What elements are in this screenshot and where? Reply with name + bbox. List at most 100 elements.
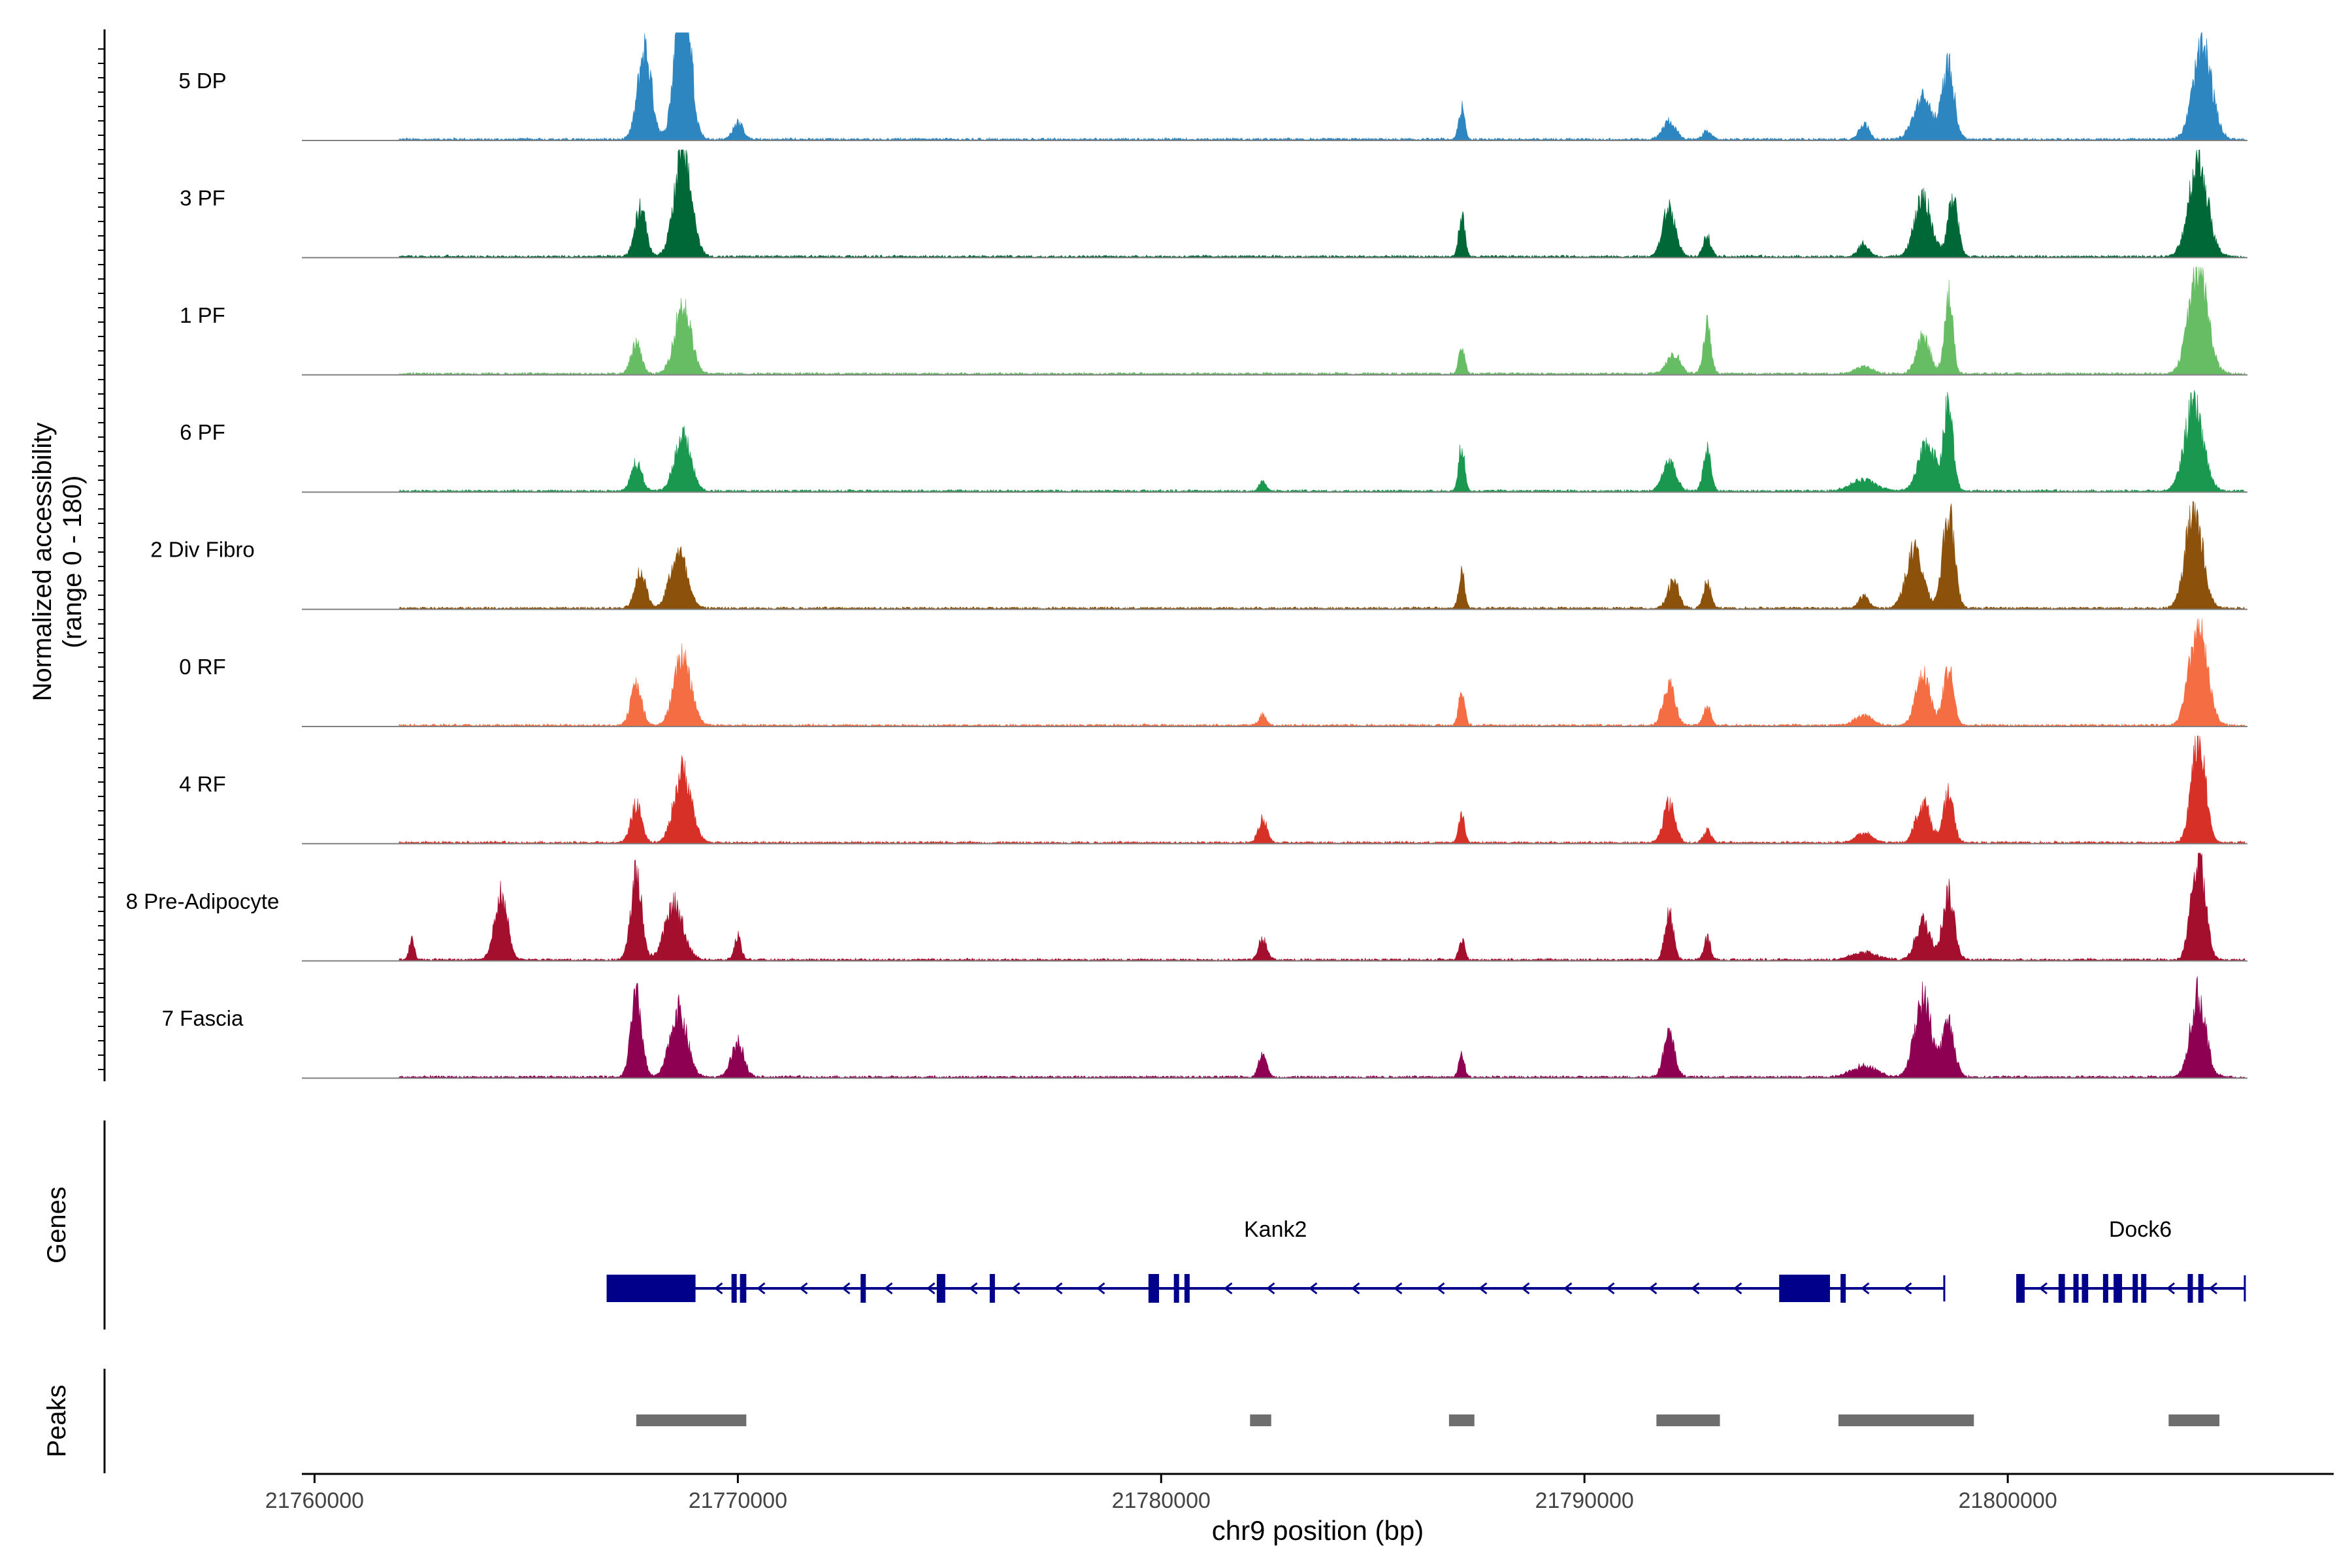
x-axis-ticks: 21760000 21770000 21780000 21790000 21800000 — [265, 1474, 2057, 1513]
peak-region-bar — [1250, 1414, 1271, 1426]
strand-chevron — [714, 1282, 723, 1295]
gene-exon — [1148, 1274, 1160, 1303]
x-tick-label: 21760000 — [265, 1488, 364, 1513]
strand-chevron — [1648, 1282, 1658, 1295]
coverage-y-axis — [98, 29, 106, 1081]
gene-exon — [1840, 1274, 1846, 1303]
x-tick-label: 21790000 — [1535, 1488, 1634, 1513]
strand-chevron — [969, 1282, 978, 1295]
x-tick-label: 21770000 — [689, 1488, 787, 1513]
track-label: 3 PF — [180, 186, 225, 210]
gene-exon — [2073, 1274, 2079, 1303]
strand-chevron — [1309, 1282, 1318, 1295]
coverage-area-4-rf — [399, 736, 2246, 845]
strand-chevron — [2208, 1282, 2217, 1295]
track-label: 0 RF — [179, 655, 226, 679]
coverage-area-7-fascia — [399, 976, 2246, 1079]
strand-chevron — [1733, 1282, 1742, 1295]
track-label: 1 PF — [180, 303, 225, 327]
gene-exon — [606, 1275, 696, 1302]
peak-region-bar — [1656, 1414, 1720, 1426]
track-1-pf: 1 PF — [180, 267, 2247, 376]
track-8-pre-adipocyte: 8 Pre-Adipocyte — [126, 853, 2247, 962]
strand-chevron — [841, 1282, 851, 1295]
track-label: 5 DP — [178, 69, 226, 93]
gene-exon — [1779, 1275, 1830, 1302]
strand-chevron — [1436, 1282, 1445, 1295]
peak-regions — [636, 1414, 2220, 1426]
strand-chevron — [1266, 1282, 1275, 1295]
track-label: 2 Div Fibro — [150, 538, 255, 562]
strand-chevron — [757, 1282, 766, 1295]
strand-chevron — [1096, 1282, 1105, 1295]
gene-exon — [936, 1274, 945, 1303]
gene-label-kank2: Kank2 — [1244, 1217, 1307, 1242]
gene-annotations: Kank2 Dock6 — [606, 1217, 2246, 1303]
strand-chevron — [2038, 1282, 2048, 1295]
gene-exon — [2058, 1274, 2065, 1303]
peaks-panel-label: Peaks — [42, 1384, 71, 1457]
strand-chevron — [1563, 1282, 1573, 1295]
x-tick-label: 21780000 — [1112, 1488, 1211, 1513]
track-3-pf: 3 PF — [180, 150, 2247, 259]
strand-chevron — [884, 1282, 893, 1295]
strand-chevron — [1691, 1282, 1700, 1295]
coverage-area-8-pre-adipocyte — [399, 853, 2246, 962]
strand-chevron — [926, 1282, 936, 1295]
gene-exon — [731, 1274, 737, 1303]
coverage-area-1-pf — [399, 267, 2246, 376]
track-label: 4 RF — [179, 772, 226, 796]
x-tick-label: 21800000 — [1958, 1488, 2057, 1513]
genes-panel-label: Genes — [42, 1186, 71, 1264]
coverage-area-5-dp — [399, 32, 2246, 141]
gene-exon — [860, 1274, 866, 1303]
peak-region-bar — [1448, 1414, 1475, 1426]
gene-exon — [2102, 1274, 2108, 1303]
strand-chevron — [1861, 1282, 1870, 1295]
gene-exon — [1173, 1274, 1179, 1303]
gene-exon — [2016, 1274, 2025, 1303]
strand-chevron — [1351, 1282, 1360, 1295]
track-label: 7 Fascia — [162, 1006, 244, 1030]
strand-chevron — [1224, 1282, 1233, 1295]
gene-exon — [2198, 1274, 2204, 1303]
coverage-area-0-rf — [399, 618, 2246, 727]
track-4-rf: 4 RF — [179, 736, 2247, 845]
track-5-dp: 5 DP — [178, 32, 2247, 141]
coverage-area-6-pf — [399, 390, 2246, 493]
peak-region-bar — [1838, 1414, 1974, 1426]
gene-exon — [740, 1274, 747, 1303]
gene-exon — [1184, 1274, 1190, 1303]
strand-chevron — [1011, 1282, 1021, 1295]
track-7-fascia: 7 Fascia — [162, 976, 2247, 1079]
gene-exon — [2187, 1274, 2193, 1303]
strand-chevron — [1903, 1282, 1912, 1295]
strand-chevron — [1054, 1282, 1063, 1295]
coverage-tracks: 5 DP 3 PF 1 PF 6 PF 2 Div Fibro 0 RF 4 RF 8 Pre… — [126, 32, 2247, 1079]
y-axis-label-line1: Normalized accessibility — [28, 423, 57, 702]
track-label: 8 Pre-Adipocyte — [126, 889, 280, 913]
strand-chevron — [1606, 1282, 1615, 1295]
y-axis-label-line2: (range 0 - 180) — [58, 476, 87, 649]
coverage-area-3-pf — [399, 150, 2246, 259]
peak-region-bar — [2168, 1414, 2220, 1426]
strand-chevron — [1478, 1282, 1488, 1295]
x-axis-label: chr9 position (bp) — [1212, 1515, 1424, 1546]
track-label: 6 PF — [180, 420, 225, 444]
gene-exon — [2082, 1274, 2089, 1303]
gene-exon — [989, 1274, 995, 1303]
gene-kank2: Kank2 — [606, 1217, 1946, 1303]
gene-exon — [2114, 1274, 2123, 1303]
strand-chevron — [799, 1282, 808, 1295]
peak-region-bar — [636, 1414, 747, 1426]
gene-label-dock6: Dock6 — [2109, 1217, 2172, 1242]
gene-dock6: Dock6 — [2016, 1217, 2246, 1303]
track-2-div-fibro: 2 Div Fibro — [150, 501, 2247, 610]
strand-chevron — [2166, 1282, 2175, 1295]
strand-chevron — [1394, 1282, 1403, 1295]
track-0-rf: 0 RF — [179, 618, 2247, 727]
gene-exon — [2132, 1274, 2138, 1303]
strand-chevron — [1521, 1282, 1530, 1295]
